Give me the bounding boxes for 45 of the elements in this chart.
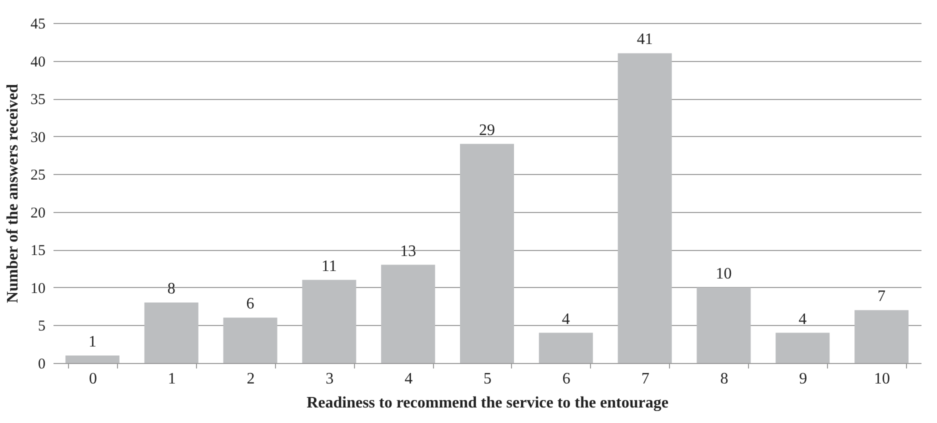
data-label: 13 — [400, 242, 416, 260]
y-tick-label: 10 — [30, 280, 46, 297]
bar — [460, 144, 514, 363]
y-tick-label: 40 — [30, 54, 46, 70]
x-tick-label: 5 — [484, 370, 492, 388]
x-tick-label: 7 — [641, 370, 650, 388]
bar — [302, 280, 356, 363]
bar — [696, 287, 751, 363]
bar — [223, 318, 278, 363]
y-tick-label: 0 — [38, 356, 46, 372]
data-label: 1 — [88, 333, 96, 350]
x-tick-label: 4 — [404, 370, 413, 388]
data-label: 11 — [321, 258, 337, 275]
bar — [65, 355, 120, 363]
x-tick-label: 9 — [799, 370, 808, 388]
x-tick-label: 8 — [720, 370, 728, 388]
data-label: 10 — [716, 265, 732, 282]
bar — [854, 310, 909, 363]
x-tick-label: 6 — [562, 370, 570, 388]
y-tick-label: 30 — [30, 130, 46, 146]
data-label: 41 — [636, 31, 653, 48]
y-tick-label: 45 — [30, 16, 46, 32]
y-tick-label: 35 — [30, 92, 46, 108]
x-tick-label: 1 — [168, 370, 176, 388]
data-label: 29 — [479, 122, 495, 139]
y-tick-label: 15 — [30, 243, 46, 260]
y-axis-title: Number of the answers received — [4, 84, 22, 303]
bar — [776, 332, 830, 363]
x-tick-label: 10 — [874, 370, 890, 388]
x-tick-label: 0 — [88, 370, 97, 388]
y-tick-label: 5 — [38, 318, 46, 335]
data-label: 7 — [878, 288, 886, 306]
y-tick-label: 25 — [30, 168, 46, 184]
bar — [381, 264, 436, 363]
bar — [144, 302, 198, 363]
data-label: 8 — [167, 280, 176, 298]
data-label: 4 — [798, 310, 807, 328]
x-tick-label: 3 — [326, 370, 334, 388]
y-tick-label: 20 — [30, 205, 46, 222]
bar — [538, 332, 593, 363]
bar — [618, 53, 672, 363]
x-tick-label: 2 — [246, 370, 255, 388]
x-axis-title: Readiness to recommend the service to the entourage — [306, 394, 668, 412]
data-label: 4 — [562, 310, 570, 328]
data-label: 6 — [246, 296, 254, 313]
